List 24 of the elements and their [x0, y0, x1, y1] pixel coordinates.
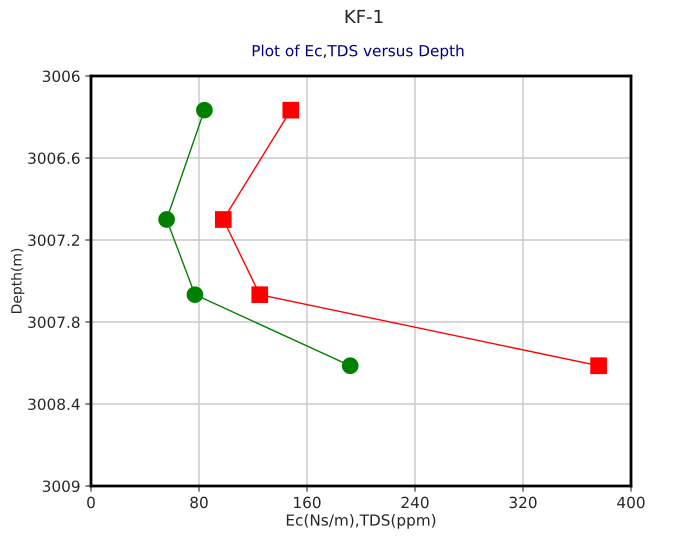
x-tick-label: 320 — [510, 496, 537, 508]
point — [342, 357, 359, 374]
y-tick-label: 3009 — [42, 480, 80, 492]
point — [282, 102, 300, 118]
chart-title: KF-1 — [346, 10, 382, 23]
y-axis-title: Depth(m) — [10, 248, 24, 313]
point — [186, 286, 204, 303]
x-tick-label: 240 — [402, 496, 429, 508]
chart-subtitle: Plot of Ec,TDS versus Depth — [252, 44, 464, 60]
y-tick-label: 3007.8 — [28, 316, 80, 328]
x-tick-label: 0 — [87, 496, 95, 508]
x-axis-title: Ec(Ns/m),TDS(ppm) — [286, 514, 436, 529]
y-tick-label: 3006.6 — [28, 152, 80, 164]
point — [214, 211, 232, 228]
point — [251, 286, 268, 303]
x-tick-label: 80 — [190, 496, 208, 508]
y-tick-label: 3008.4 — [28, 398, 80, 410]
point — [158, 211, 175, 228]
point — [196, 102, 213, 118]
point — [590, 357, 607, 374]
y-tick-label: 3006 — [42, 70, 80, 82]
x-tick-label: 160 — [294, 496, 321, 508]
y-tick-label: 3007.2 — [28, 234, 80, 246]
x-tick-label: 400 — [617, 496, 645, 508]
